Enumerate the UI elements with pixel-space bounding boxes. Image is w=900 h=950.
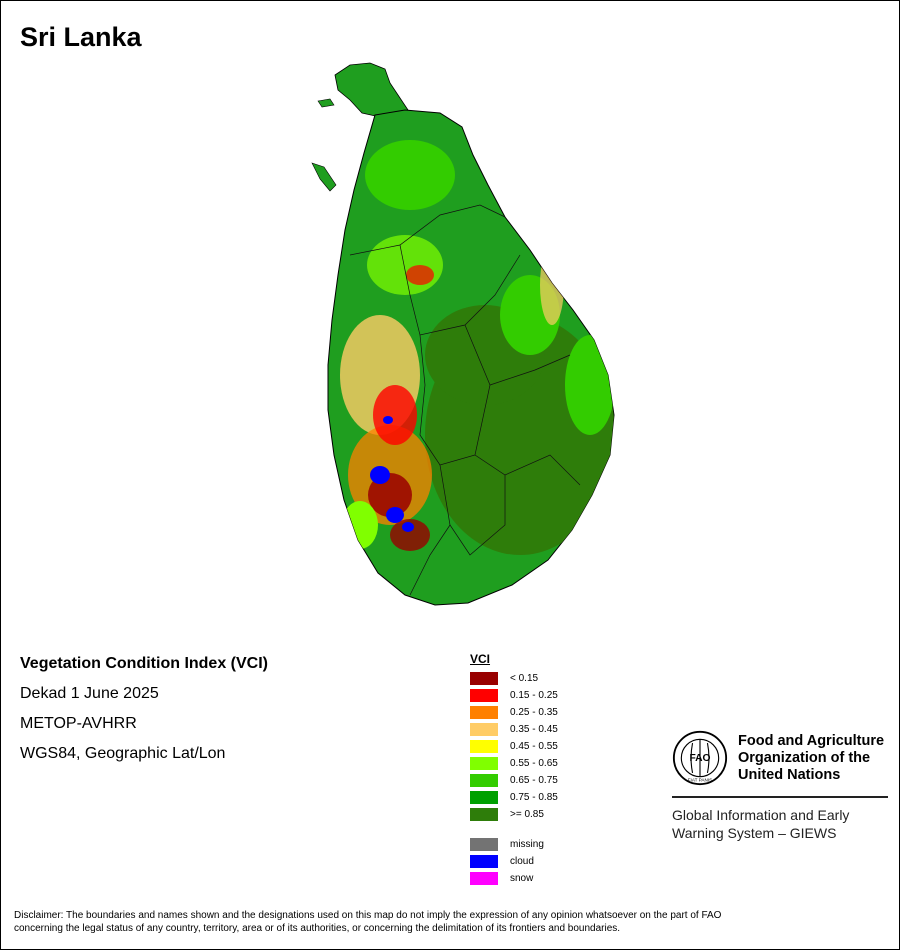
legend-class-row: 0.75 - 0.85	[470, 789, 558, 806]
legend-class-label: < 0.15	[510, 673, 539, 684]
legend-class-row: 0.35 - 0.45	[470, 721, 558, 738]
map-info: Vegetation Condition Index (VCI) Dekad 1…	[20, 655, 268, 775]
sensor-label: METOP-AVHRR	[20, 715, 137, 732]
legend-special-swatch	[470, 855, 498, 868]
legend-special-label: snow	[510, 873, 534, 884]
legend-special-row: missing	[470, 836, 558, 853]
legend-class-label: 0.75 - 0.85	[510, 792, 558, 803]
legend-class-swatch	[470, 808, 498, 821]
legend-class-row: 0.55 - 0.65	[470, 755, 558, 772]
legend-class-label: 0.45 - 0.55	[510, 741, 558, 752]
legend-class-row: >= 0.85	[470, 806, 558, 823]
legend-class-row: 0.45 - 0.55	[470, 738, 558, 755]
fao-name: Food and Agriculture Organization of the…	[738, 733, 884, 784]
legend-class-label: 0.35 - 0.45	[510, 724, 558, 735]
legend-special-swatch	[470, 872, 498, 885]
province-boundaries	[349, 204, 581, 596]
jaffna-peninsula	[334, 62, 409, 118]
legend-class-swatch	[470, 757, 498, 770]
legend-class-row: 0.25 - 0.35	[470, 704, 558, 721]
legend-class-swatch	[470, 706, 498, 719]
legend-class-swatch	[470, 774, 498, 787]
fao-block: FAO FIAT PANIS Food and Agriculture Orga…	[672, 730, 888, 842]
fao-name-line-1: Food and Agriculture	[738, 732, 885, 749]
legend-class-label: 0.15 - 0.25	[510, 690, 558, 701]
fao-name-line-2: Organization of the	[738, 749, 871, 766]
disclaimer-line-2: concerning the legal status of any count…	[14, 923, 621, 934]
legend-title: VCI	[470, 652, 491, 666]
legend-special-row: cloud	[470, 853, 558, 870]
mannar-island	[317, 98, 335, 108]
legend-class-swatch	[470, 689, 498, 702]
legend-class-label: >= 0.85	[510, 809, 544, 820]
fao-logo-icon: FAO FIAT PANIS	[672, 730, 728, 786]
legend-class-label: 0.25 - 0.35	[510, 707, 558, 718]
vci-legend: VCI < 0.15 0.15 - 0.25 0.25 - 0.35 0.35 - 0…	[470, 652, 558, 887]
dekad-label: Dekad 1 June 2025	[20, 685, 159, 702]
legend-class-row: 0.65 - 0.75	[470, 772, 558, 789]
giews-line-1: Global Information and Early	[672, 807, 850, 823]
kalpitiya-spit	[311, 162, 337, 192]
legend-special-label: missing	[510, 839, 544, 850]
legend-special-label: cloud	[510, 856, 534, 867]
vci-raster	[340, 140, 614, 555]
fao-name-line-3: United Nations	[738, 766, 841, 783]
legend-special-row: snow	[470, 870, 558, 887]
legend-special-swatch	[470, 838, 498, 851]
sri-lanka-vci-map	[311, 62, 615, 606]
giews-name: Global Information and Early Warning Sys…	[672, 806, 888, 842]
legend-class-swatch	[470, 740, 498, 753]
fao-motto-text: FIAT PANIS	[688, 777, 713, 782]
legend-class-row: 0.15 - 0.25	[470, 687, 558, 704]
index-name: Vegetation Condition Index (VCI)	[20, 655, 268, 672]
giews-line-2: Warning System – GIEWS	[672, 825, 837, 841]
fao-divider	[672, 796, 888, 798]
map-title: Sri Lanka	[20, 22, 142, 52]
legend-class-swatch	[470, 672, 498, 685]
legend-class-label: 0.65 - 0.75	[510, 775, 558, 786]
projection-label: WGS84, Geographic Lat/Lon	[20, 745, 226, 762]
disclaimer: Disclaimer: The boundaries and names sho…	[14, 909, 884, 935]
legend-special: missing cloud snow	[470, 836, 558, 887]
legend-class-swatch	[470, 791, 498, 804]
legend-class-row: < 0.15	[470, 670, 558, 687]
legend-class-swatch	[470, 723, 498, 736]
legend-classes: < 0.15 0.15 - 0.25 0.25 - 0.35 0.35 - 0.45 0…	[470, 670, 558, 823]
legend-class-label: 0.55 - 0.65	[510, 758, 558, 769]
fao-logo-text: FAO	[689, 753, 710, 764]
disclaimer-line-1: Disclaimer: The boundaries and names sho…	[14, 910, 722, 921]
